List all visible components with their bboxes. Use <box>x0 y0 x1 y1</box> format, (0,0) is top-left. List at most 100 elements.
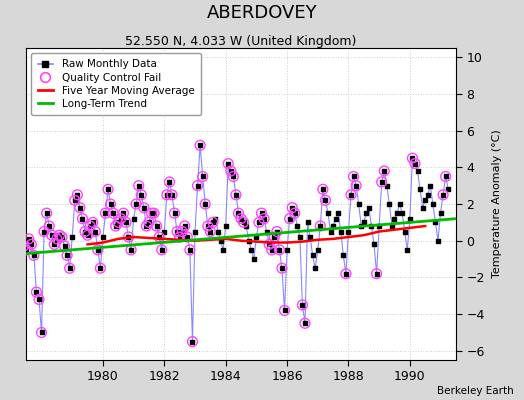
Point <box>112 223 120 229</box>
Point <box>431 219 440 226</box>
Point <box>288 204 297 211</box>
Point <box>290 210 299 216</box>
Point <box>124 234 133 240</box>
Point <box>122 219 130 226</box>
Point <box>17 234 25 240</box>
Point <box>298 302 307 308</box>
Point <box>388 223 396 229</box>
Point <box>9 223 18 229</box>
Point <box>383 182 391 189</box>
Point <box>73 192 82 198</box>
Point <box>53 236 61 242</box>
Point <box>270 234 278 240</box>
Point <box>140 204 148 211</box>
Point <box>313 247 322 253</box>
Point <box>27 241 36 248</box>
Point <box>160 228 169 235</box>
Point <box>309 252 317 258</box>
Point <box>239 219 248 226</box>
Point <box>75 204 84 211</box>
Point <box>247 247 256 253</box>
Point <box>12 219 20 226</box>
Point <box>112 223 120 229</box>
Point <box>334 210 342 216</box>
Point <box>91 228 100 235</box>
Point <box>173 228 181 235</box>
Point <box>178 228 187 235</box>
Point <box>73 192 82 198</box>
Point <box>257 210 266 216</box>
Point <box>94 247 102 253</box>
Point <box>204 223 212 229</box>
Point <box>14 228 23 235</box>
Point <box>83 232 92 238</box>
Point <box>257 210 266 216</box>
Point <box>114 219 123 226</box>
Y-axis label: Temperature Anomaly (°C): Temperature Anomaly (°C) <box>492 130 501 278</box>
Point <box>199 173 207 180</box>
Point <box>19 243 28 250</box>
Point <box>219 247 227 253</box>
Point <box>170 210 179 216</box>
Point <box>165 179 173 185</box>
Point <box>135 182 143 189</box>
Point <box>55 232 63 238</box>
Point <box>155 234 163 240</box>
Point <box>158 247 166 253</box>
Point <box>68 234 77 240</box>
Point <box>209 219 217 226</box>
Point <box>162 192 171 198</box>
Point <box>129 216 138 222</box>
Point <box>114 219 123 226</box>
Point <box>423 192 432 198</box>
Point <box>106 201 115 207</box>
Point <box>30 252 38 258</box>
Title: 52.550 N, 4.033 W (United Kingdom): 52.550 N, 4.033 W (United Kingdom) <box>125 35 357 48</box>
Point <box>135 182 143 189</box>
Point <box>109 210 117 216</box>
Point <box>176 234 184 240</box>
Point <box>265 241 274 248</box>
Point <box>183 234 191 240</box>
Point <box>124 234 133 240</box>
Point <box>53 236 61 242</box>
Point <box>89 219 97 226</box>
Point <box>147 210 156 216</box>
Point <box>66 265 74 272</box>
Point <box>94 247 102 253</box>
Point <box>178 228 187 235</box>
Point <box>142 223 150 229</box>
Text: Berkeley Earth: Berkeley Earth <box>437 386 514 396</box>
Point <box>58 234 66 240</box>
Point <box>99 234 107 240</box>
Point <box>170 210 179 216</box>
Point <box>91 228 100 235</box>
Point <box>408 155 417 161</box>
Point <box>40 228 48 235</box>
Point <box>255 219 263 226</box>
Point <box>339 252 347 258</box>
Point <box>319 186 327 192</box>
Point <box>145 219 153 226</box>
Point <box>35 296 43 303</box>
Point <box>60 243 69 250</box>
Point <box>280 307 289 314</box>
Point <box>311 265 320 272</box>
Point <box>321 197 330 204</box>
Point <box>224 160 233 167</box>
Point <box>226 168 235 174</box>
Point <box>150 210 158 216</box>
Point <box>147 210 156 216</box>
Text: ABERDOVEY: ABERDOVEY <box>206 4 318 22</box>
Point <box>96 265 105 272</box>
Point <box>66 265 74 272</box>
Point <box>106 201 115 207</box>
Point <box>209 219 217 226</box>
Point <box>234 210 243 216</box>
Point <box>373 270 381 277</box>
Point <box>408 155 417 161</box>
Point <box>155 234 163 240</box>
Point <box>81 228 89 235</box>
Point <box>165 179 173 185</box>
Point <box>152 223 161 229</box>
